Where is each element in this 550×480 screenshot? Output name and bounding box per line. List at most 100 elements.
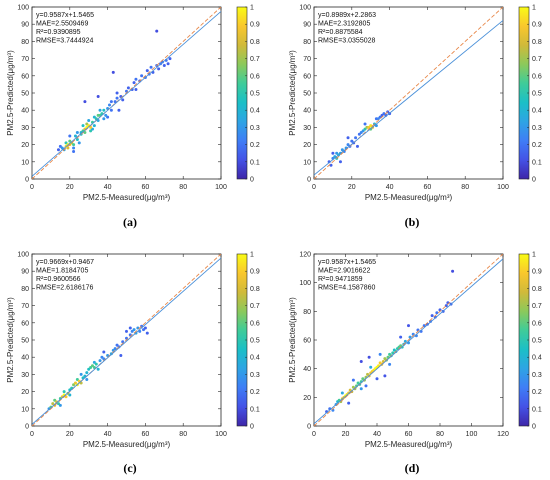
data-point xyxy=(119,353,123,357)
colorbar-tick-label: 0.8 xyxy=(250,39,260,46)
y-tick-label: 10 xyxy=(303,159,311,166)
data-point xyxy=(92,124,96,128)
data-point xyxy=(155,29,159,33)
chart-panel-c: 0 20 40 60 80 1000102030405060708090100PM2.5-… xyxy=(6,252,260,450)
identity-line xyxy=(32,254,221,426)
data-point xyxy=(391,351,395,355)
data-point xyxy=(168,57,172,61)
colorbar-tick-label: 0.8 xyxy=(532,286,542,293)
y-tick-label: 70 xyxy=(21,303,29,310)
colorbar-tick-label: 0.3 xyxy=(532,372,542,379)
x-tick-label: 20 xyxy=(348,184,356,191)
data-point xyxy=(369,124,373,128)
stats-line: R²=0.9600566 xyxy=(36,276,81,283)
data-point xyxy=(364,384,368,388)
plot-content xyxy=(314,7,503,179)
colorbar-tick-label: 0.5 xyxy=(250,338,260,345)
data-point xyxy=(81,124,85,128)
colorbar-tick-label: 0.5 xyxy=(532,338,542,345)
x-tick-label: 0 xyxy=(312,431,316,438)
colorbar-tick-label: 1 xyxy=(250,252,254,259)
y-tick-label: 10 xyxy=(21,406,29,413)
x-axis-label: PM2.5-Measured(μg/m³) xyxy=(83,440,171,449)
data-point xyxy=(346,143,350,147)
colorbar-tick-label: 0.9 xyxy=(250,269,260,276)
colorbar-tick-label: 0.5 xyxy=(532,91,542,98)
x-tick-label: 100 xyxy=(215,184,227,191)
colorbar-tick-label: 0.7 xyxy=(250,303,260,310)
panel-caption-c: (c) xyxy=(123,461,137,475)
colorbar-tick-label: 0.4 xyxy=(532,355,542,362)
data-point xyxy=(375,377,379,381)
x-tick-label: 40 xyxy=(104,184,112,191)
y-tick-label: 80 xyxy=(21,39,29,46)
x-tick-label: 100 xyxy=(466,431,478,438)
data-point xyxy=(351,385,355,389)
y-tick-label: 60 xyxy=(303,338,311,345)
data-point xyxy=(386,355,390,359)
panel-caption-a: (a) xyxy=(123,215,137,229)
x-tick-label: 20 xyxy=(66,431,74,438)
data-point xyxy=(83,100,87,104)
y-axis-label: PM2.5-Predicted(μg/m³) xyxy=(288,50,297,136)
chart-panel-a: 0 20 40 60 80 1000102030405060708090100PM2.5-… xyxy=(6,5,260,203)
data-point xyxy=(85,378,89,382)
data-point xyxy=(77,141,81,145)
data-point xyxy=(157,67,161,71)
data-point xyxy=(359,387,363,391)
y-tick-label: 0 xyxy=(307,424,311,431)
data-point xyxy=(378,352,382,356)
y-tick-label: 40 xyxy=(21,355,29,362)
colorbar-tick-label: 0.1 xyxy=(250,159,260,166)
y-tick-label: 0 xyxy=(25,424,29,431)
data-point xyxy=(109,100,113,104)
x-axis-label: PM2.5-Measured(μg/m³) xyxy=(365,193,453,202)
data-point xyxy=(435,311,439,315)
colorbar-tick-label: 0.1 xyxy=(532,406,542,413)
y-tick-label: 70 xyxy=(21,56,29,63)
x-tick-label: 0 xyxy=(30,184,34,191)
y-axis-label: PM2.5-Predicted(μg/m³) xyxy=(6,297,15,383)
data-point xyxy=(451,269,455,273)
data-point xyxy=(388,352,392,356)
y-tick-label: 80 xyxy=(303,39,311,46)
colorbar-tick-label: 0.8 xyxy=(532,39,542,46)
y-tick-label: 100 xyxy=(299,280,311,287)
data-point xyxy=(102,350,106,354)
chart-panel-d: 0 20 40 60 80 100 120 0 20 40 60 80 100 120 PM2.5-Meas… xyxy=(288,252,542,450)
data-point xyxy=(75,131,79,135)
stats-line: R²=0.9471859 xyxy=(318,276,363,283)
x-tick-label: 40 xyxy=(104,431,112,438)
data-point xyxy=(399,344,403,348)
y-tick-label: 50 xyxy=(21,91,29,98)
data-point xyxy=(102,108,106,112)
y-tick-label: 120 xyxy=(299,252,311,259)
y-tick-label: 90 xyxy=(21,269,29,276)
stats-line: MAE=2.5509469 xyxy=(36,21,88,28)
data-point xyxy=(430,314,434,318)
data-point xyxy=(348,388,352,392)
data-point xyxy=(383,374,387,378)
data-point xyxy=(355,144,359,148)
y-tick-label: 60 xyxy=(303,73,311,80)
fit-line xyxy=(314,258,503,425)
x-tick-label: 20 xyxy=(342,431,350,438)
y-tick-label: 60 xyxy=(21,320,29,327)
data-point xyxy=(338,160,342,164)
colorbar-tick-label: 0.5 xyxy=(250,91,260,98)
plot-content xyxy=(314,254,503,426)
stats-line: y=0.9587x+1.5465 xyxy=(318,259,376,266)
colorbar-tick-label: 0.9 xyxy=(250,22,260,29)
x-tick-label: 40 xyxy=(373,431,381,438)
colorbar-tick-label: 0.3 xyxy=(250,125,260,132)
data-point xyxy=(83,131,87,135)
data-point xyxy=(407,324,410,328)
data-point xyxy=(56,148,60,152)
data-point xyxy=(132,81,136,85)
stats-line: MAE=2.9016622 xyxy=(318,268,370,275)
colorbar-tick-label: 0 xyxy=(532,177,536,184)
data-point xyxy=(121,98,125,102)
data-point xyxy=(96,113,100,117)
y-tick-label: 30 xyxy=(21,372,29,379)
colorbar-tick-label: 0.8 xyxy=(250,286,260,293)
